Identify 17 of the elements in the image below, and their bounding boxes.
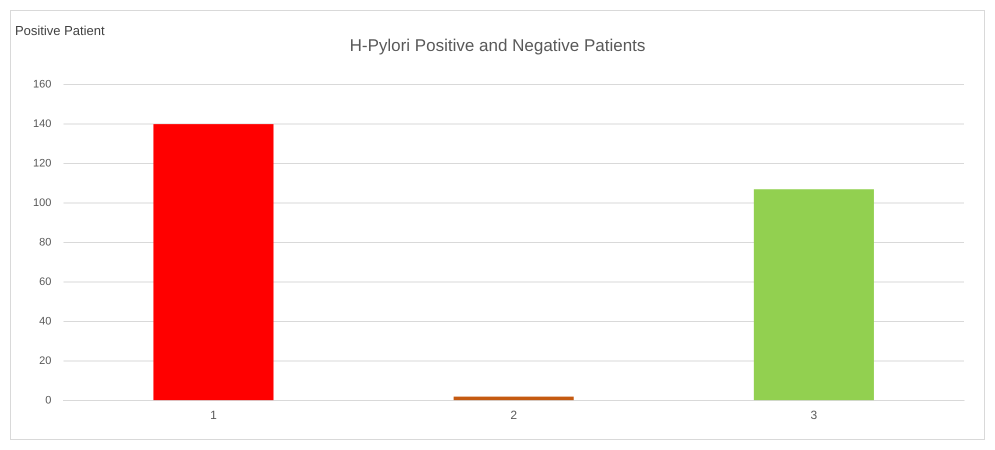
chart-title: H-Pylori Positive and Negative Patients (350, 36, 646, 55)
y-tick-label: 120 (32, 158, 52, 170)
y-tick-label: 100 (32, 197, 52, 210)
y-tick-label: 80 (39, 236, 52, 249)
x-tick-label: 2 (510, 408, 518, 422)
x-tick-label: 3 (810, 408, 818, 422)
y-axis-title: Positive Patient (15, 23, 105, 38)
y-tick-label: 40 (39, 316, 52, 328)
y-tick-label: 20 (39, 355, 52, 368)
bar (153, 124, 274, 400)
y-tick-label: 0 (45, 394, 52, 407)
x-tick-label: 1 (210, 408, 218, 422)
y-tick-label: 160 (32, 78, 52, 91)
bar (754, 189, 874, 400)
y-tick-label: 60 (39, 276, 52, 288)
bar (454, 396, 574, 400)
y-tick-label: 140 (32, 118, 52, 130)
